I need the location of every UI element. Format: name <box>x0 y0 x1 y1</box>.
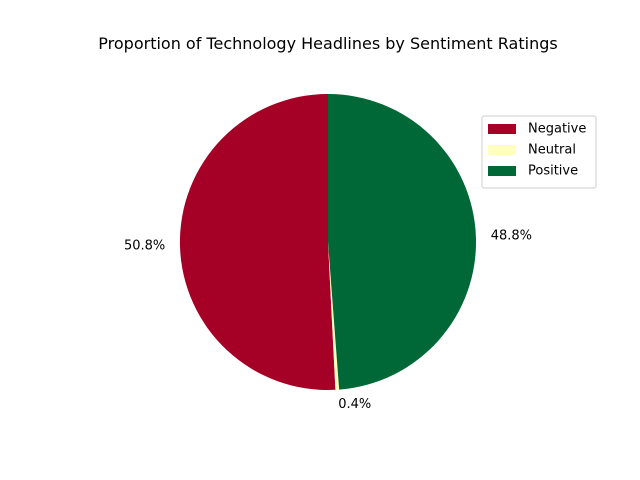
pct-label-negative: 50.8% <box>124 239 165 254</box>
legend-swatch-positive <box>488 166 516 176</box>
pct-label-positive: 48.8% <box>491 228 532 243</box>
pct-label-neutral: 0.4% <box>338 397 371 412</box>
legend-swatch-neutral <box>488 145 516 155</box>
percentage-labels: 50.8% 0.4% 48.8% <box>124 228 532 412</box>
legend-label-neutral: Neutral <box>528 143 576 158</box>
legend-label-negative: Negative <box>528 122 586 137</box>
legend-swatch-negative <box>488 124 516 134</box>
chart-title: Proportion of Technology Headlines by Se… <box>98 34 557 53</box>
legend-items: Negative Neutral Positive <box>488 122 586 179</box>
legend: Negative Neutral Positive <box>481 115 597 189</box>
pie-slices <box>179 93 477 391</box>
pie-slice-negative <box>179 93 336 391</box>
pie-slice-neutral <box>328 242 340 390</box>
pie-slice-positive <box>328 94 477 390</box>
legend-label-positive: Positive <box>528 164 578 179</box>
